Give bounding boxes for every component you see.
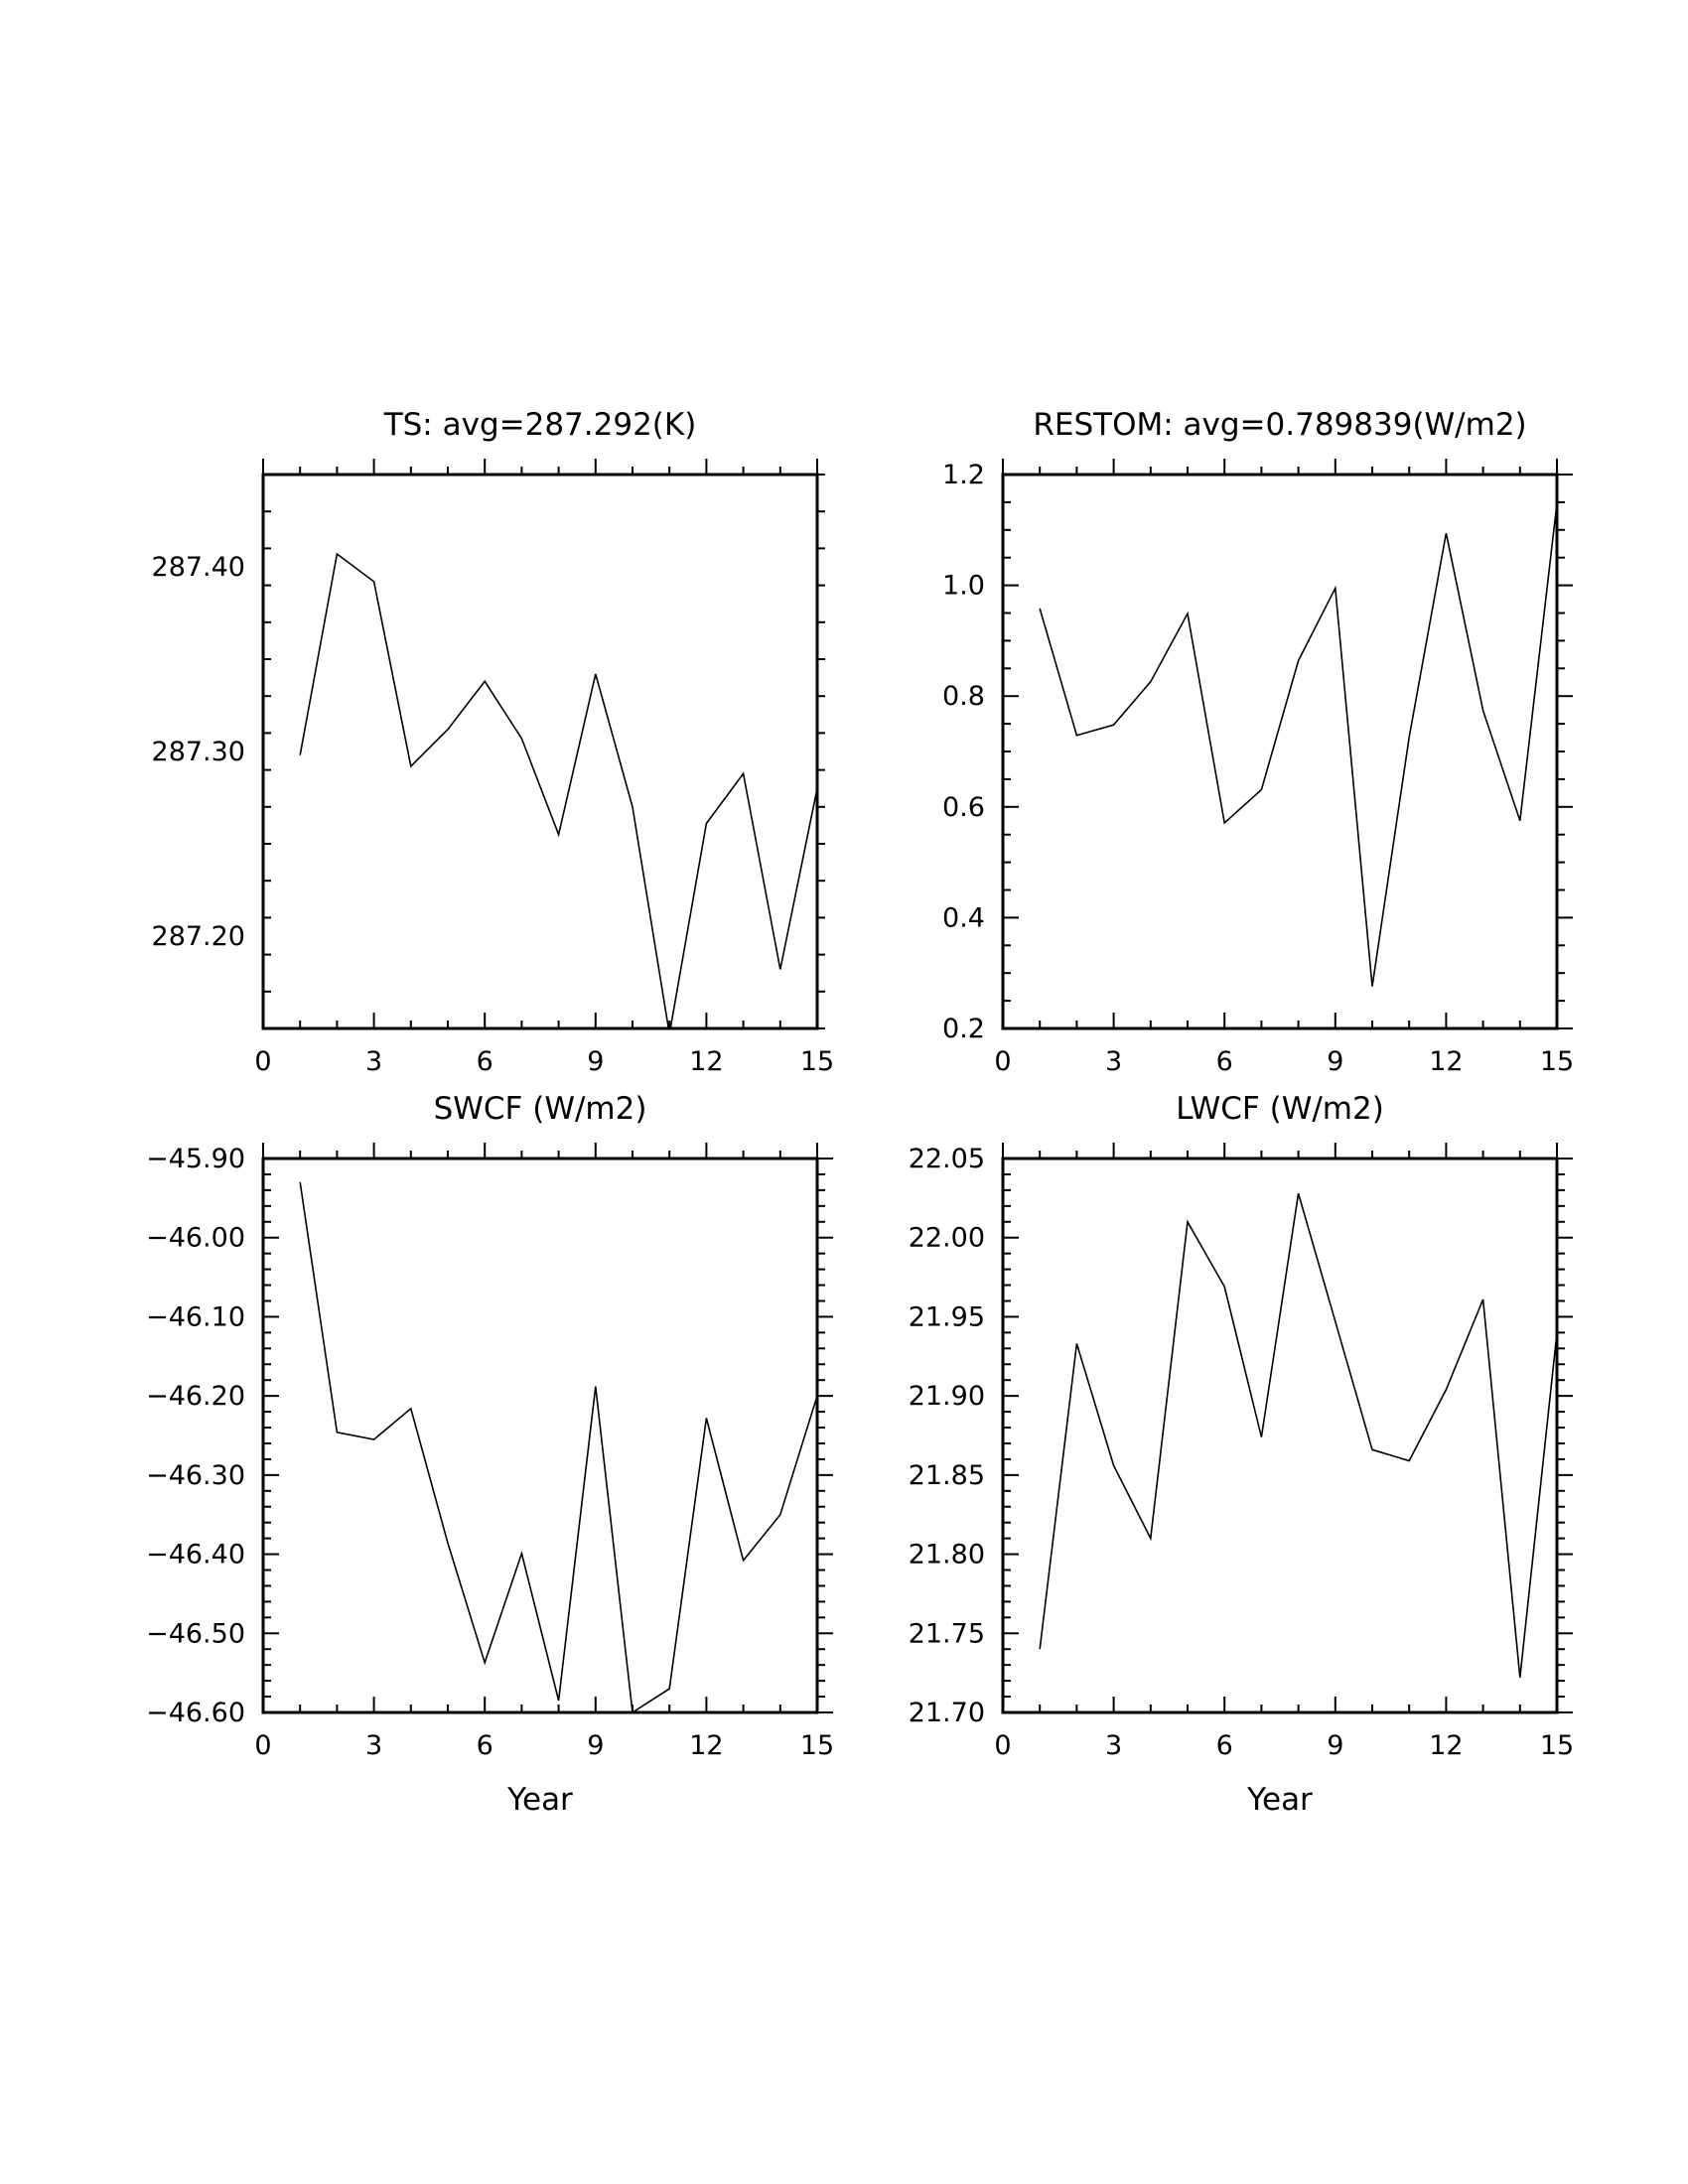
x-tick-label: 3 (365, 1730, 382, 1761)
x-tick-label: 15 (800, 1046, 834, 1077)
y-tick-label: 0.4 (942, 902, 985, 933)
x-tick-label: 12 (689, 1730, 723, 1761)
x-tick-label: 9 (587, 1046, 604, 1077)
y-tick-label: −46.10 (146, 1301, 245, 1332)
y-tick-label: −46.60 (146, 1698, 245, 1728)
series-line (299, 552, 817, 1028)
x-tick-label: 15 (800, 1730, 834, 1761)
y-tick-label: 0.8 (942, 681, 985, 712)
x-axis-label: Year (506, 1782, 573, 1818)
chart-panel-3: SWCF (W/m2) 0 3 6 9 12 15 −46.60 −46.50 −46.40 −46… (146, 1091, 834, 1818)
series-line (1039, 502, 1557, 987)
x-tick-label: 3 (1105, 1730, 1122, 1761)
plot-frame (261, 1157, 819, 1714)
y-tick-label: 1.2 (942, 460, 985, 490)
x-tick-label: 6 (1216, 1730, 1233, 1761)
x-tick-label: 15 (1540, 1730, 1574, 1761)
chart-title: TS: avg=287.292(K) (383, 407, 697, 443)
chart-panel-4: LWCF (W/m2) 0 3 6 9 12 15 21.70 21.75 21.80 21.85 2… (909, 1091, 1574, 1818)
x-tick-label: 3 (365, 1046, 382, 1077)
y-tick-label: 1.0 (942, 571, 985, 602)
y-tick-label: 0.6 (942, 792, 985, 823)
y-tick-label: 287.40 (152, 552, 245, 583)
y-tick-label: −46.40 (146, 1540, 245, 1570)
y-tick-label: −46.30 (146, 1460, 245, 1491)
plot-frame (1001, 473, 1559, 1030)
y-tick-label: −45.90 (146, 1144, 245, 1174)
y-tick-label: −46.20 (146, 1381, 245, 1412)
y-tick-label: 22.00 (909, 1223, 985, 1254)
x-tick-label: 0 (994, 1730, 1011, 1761)
y-tick-label: 21.80 (909, 1540, 985, 1570)
x-tick-label: 9 (1327, 1730, 1343, 1761)
plot-frame (261, 473, 819, 1030)
x-tick-label: 6 (477, 1730, 493, 1761)
chart-panel-1: TS: avg=287.292(K) 0 3 6 9 12 15 287.20 287.30 28… (152, 407, 835, 1077)
y-tick-label: 287.20 (152, 921, 245, 952)
x-tick-label: 6 (1216, 1046, 1233, 1077)
chart-title: SWCF (W/m2) (434, 1091, 647, 1127)
x-axis-label: Year (1246, 1782, 1313, 1818)
y-tick-label: 21.70 (909, 1698, 985, 1728)
x-tick-label: 6 (477, 1046, 493, 1077)
chart-title: LWCF (W/m2) (1176, 1091, 1384, 1127)
y-tick-label: 21.90 (909, 1381, 985, 1412)
y-tick-label: −46.50 (146, 1618, 245, 1649)
y-tick-label: 21.85 (909, 1460, 985, 1491)
x-tick-label: 15 (1540, 1046, 1574, 1077)
y-tick-label: −46.00 (146, 1223, 245, 1254)
plot-frame (1001, 1157, 1559, 1714)
y-tick-label: 21.75 (909, 1618, 985, 1649)
x-tick-label: 3 (1105, 1046, 1122, 1077)
x-tick-label: 12 (1429, 1730, 1463, 1761)
x-tick-label: 12 (1429, 1046, 1463, 1077)
chart-title: RESTOM: avg=0.789839(W/m2) (1033, 407, 1526, 443)
series-line (299, 1181, 817, 1712)
chart-panel-2: RESTOM: avg=0.789839(W/m2) 0 3 6 9 12 15 0.2 0.4… (942, 407, 1574, 1077)
x-tick-label: 0 (254, 1046, 271, 1077)
y-tick-label: 21.95 (909, 1301, 985, 1332)
x-tick-label: 9 (587, 1730, 604, 1761)
x-tick-label: 0 (254, 1730, 271, 1761)
y-tick-label: 287.30 (152, 737, 245, 767)
series-line (1039, 1192, 1557, 1678)
x-tick-label: 0 (994, 1046, 1011, 1077)
y-tick-label: 22.05 (909, 1144, 985, 1174)
x-tick-label: 12 (689, 1046, 723, 1077)
y-tick-label: 0.2 (942, 1014, 985, 1044)
x-tick-label: 9 (1327, 1046, 1343, 1077)
